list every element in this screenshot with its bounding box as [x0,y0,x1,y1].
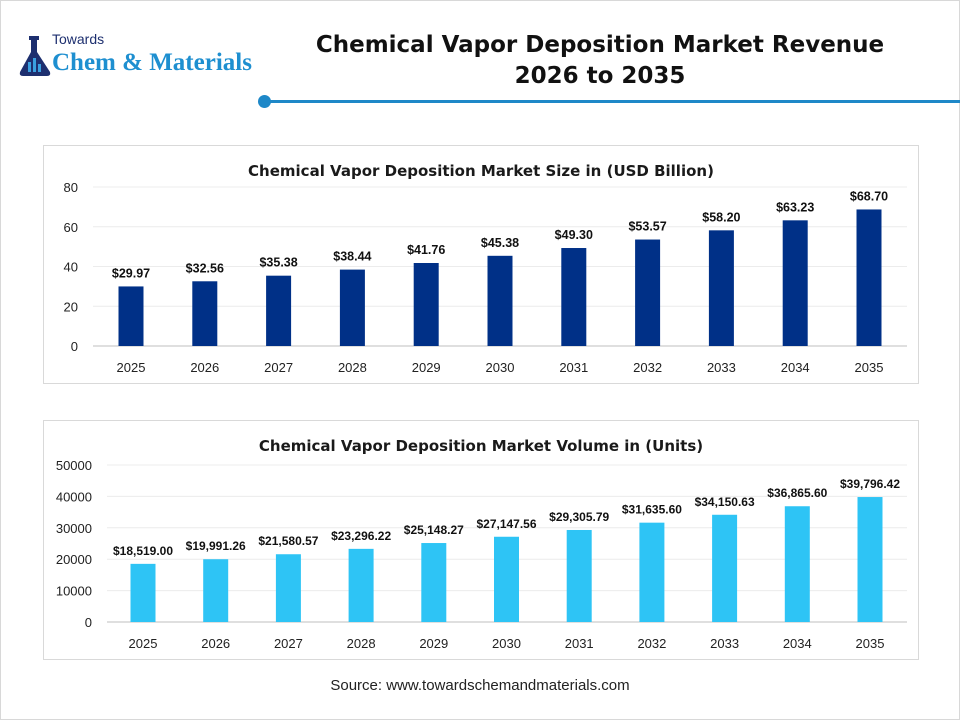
size-bar [118,286,144,346]
volume-data-label: $39,796.42 [840,477,900,491]
volume-data-label: $36,865.60 [767,486,827,500]
size-y-tick-label: 40 [64,260,78,275]
logo: Towards Chem & Materials [18,32,268,82]
size-bar [339,269,365,346]
title-divider [265,100,960,103]
size-x-tick-label: 2027 [264,360,293,375]
volume-x-tick-label: 2031 [565,636,594,651]
volume-data-label: $31,635.60 [622,503,682,517]
volume-data-label: $23,296.22 [331,529,391,543]
volume-data-label: $29,305.79 [549,510,609,524]
volume-data-label: $25,148.27 [404,523,464,537]
volume-bar [857,497,883,622]
size-x-tick-label: 2030 [486,360,515,375]
size-x-tick-label: 2031 [559,360,588,375]
size-bar [782,220,808,346]
volume-x-tick-label: 2032 [637,636,666,651]
size-x-tick-label: 2032 [633,360,662,375]
size-y-tick-label: 20 [64,299,78,314]
volume-data-label: $19,991.26 [186,539,246,553]
volume-bar [784,506,810,622]
size-x-tick-label: 2034 [781,360,810,375]
volume-y-tick-label: 10000 [56,584,92,599]
size-data-label: $63.23 [776,200,814,214]
size-bar [192,281,218,346]
size-x-tick-label: 2026 [190,360,219,375]
size-bar [708,230,734,346]
volume-data-label: $34,150.63 [695,495,755,509]
size-data-label: $45.38 [481,236,519,250]
size-x-tick-label: 2028 [338,360,367,375]
volume-y-tick-label: 30000 [56,521,92,536]
volume-x-tick-label: 2027 [274,636,303,651]
size-y-tick-label: 0 [71,339,78,354]
volume-y-tick-label: 40000 [56,489,92,504]
chart-size-title: Chemical Vapor Deposition Market Size in… [248,162,714,180]
source-text: Source: www.towardschemandmaterials.com [330,677,630,694]
size-x-tick-label: 2035 [855,360,884,375]
volume-bar [566,529,592,622]
volume-y-tick-label: 0 [85,615,92,630]
chart-volume-panel: Chemical Vapor Deposition Market Volume … [43,420,919,660]
volume-bar [130,563,156,622]
volume-x-tick-label: 2033 [710,636,739,651]
logo-top-text: Towards [52,31,105,47]
size-y-tick-label: 80 [64,180,78,195]
volume-data-label: $27,147.56 [476,517,536,531]
logo-main-text: Chem & Materials [52,49,252,76]
volume-x-tick-label: 2035 [856,636,885,651]
divider-dot [258,95,271,108]
chart-size-panel: Chemical Vapor Deposition Market Size in… [43,145,919,384]
volume-bar [639,522,665,622]
size-bar [561,248,587,346]
volume-data-label: $21,580.57 [258,534,318,548]
size-bar [487,255,513,346]
size-x-tick-label: 2029 [412,360,441,375]
volume-data-label: $18,519.00 [113,544,173,558]
flask-icon [19,36,51,76]
size-x-tick-label: 2033 [707,360,736,375]
size-data-label: $35.38 [259,256,297,270]
title-line-1: Chemical Vapor Deposition Market Revenue [315,32,885,58]
size-bar [856,209,882,346]
size-data-label: $53.57 [628,220,666,234]
volume-x-tick-label: 2030 [492,636,521,651]
size-bar [413,263,439,346]
volume-x-tick-label: 2028 [347,636,376,651]
volume-bar [494,536,519,622]
size-data-label: $29.97 [112,266,150,280]
volume-x-tick-label: 2026 [201,636,230,651]
volume-y-tick-label: 20000 [56,552,92,567]
volume-bar [421,543,447,622]
size-y-tick-label: 60 [64,220,78,235]
size-bar [266,275,292,346]
volume-x-tick-label: 2034 [783,636,812,651]
volume-bar [203,559,229,622]
volume-bar [275,554,301,622]
size-data-label: $68.70 [850,189,888,203]
title-line-2: 2026 to 2035 [514,63,686,89]
page-title: Chemical Vapor Deposition Market Revenue… [300,30,900,92]
size-data-label: $32.56 [186,261,224,275]
volume-x-tick-label: 2025 [129,636,158,651]
size-data-label: $41.76 [407,243,445,257]
size-data-label: $38.44 [333,250,371,264]
volume-y-tick-label: 50000 [56,458,92,473]
chart-volume-title: Chemical Vapor Deposition Market Volume … [258,437,704,455]
volume-bar [348,548,374,622]
size-x-tick-label: 2025 [117,360,146,375]
size-data-label: $49.30 [555,228,593,242]
size-data-label: $58.20 [702,210,740,224]
volume-x-tick-label: 2029 [419,636,448,651]
volume-bar [712,514,738,622]
size-bar [635,239,661,346]
